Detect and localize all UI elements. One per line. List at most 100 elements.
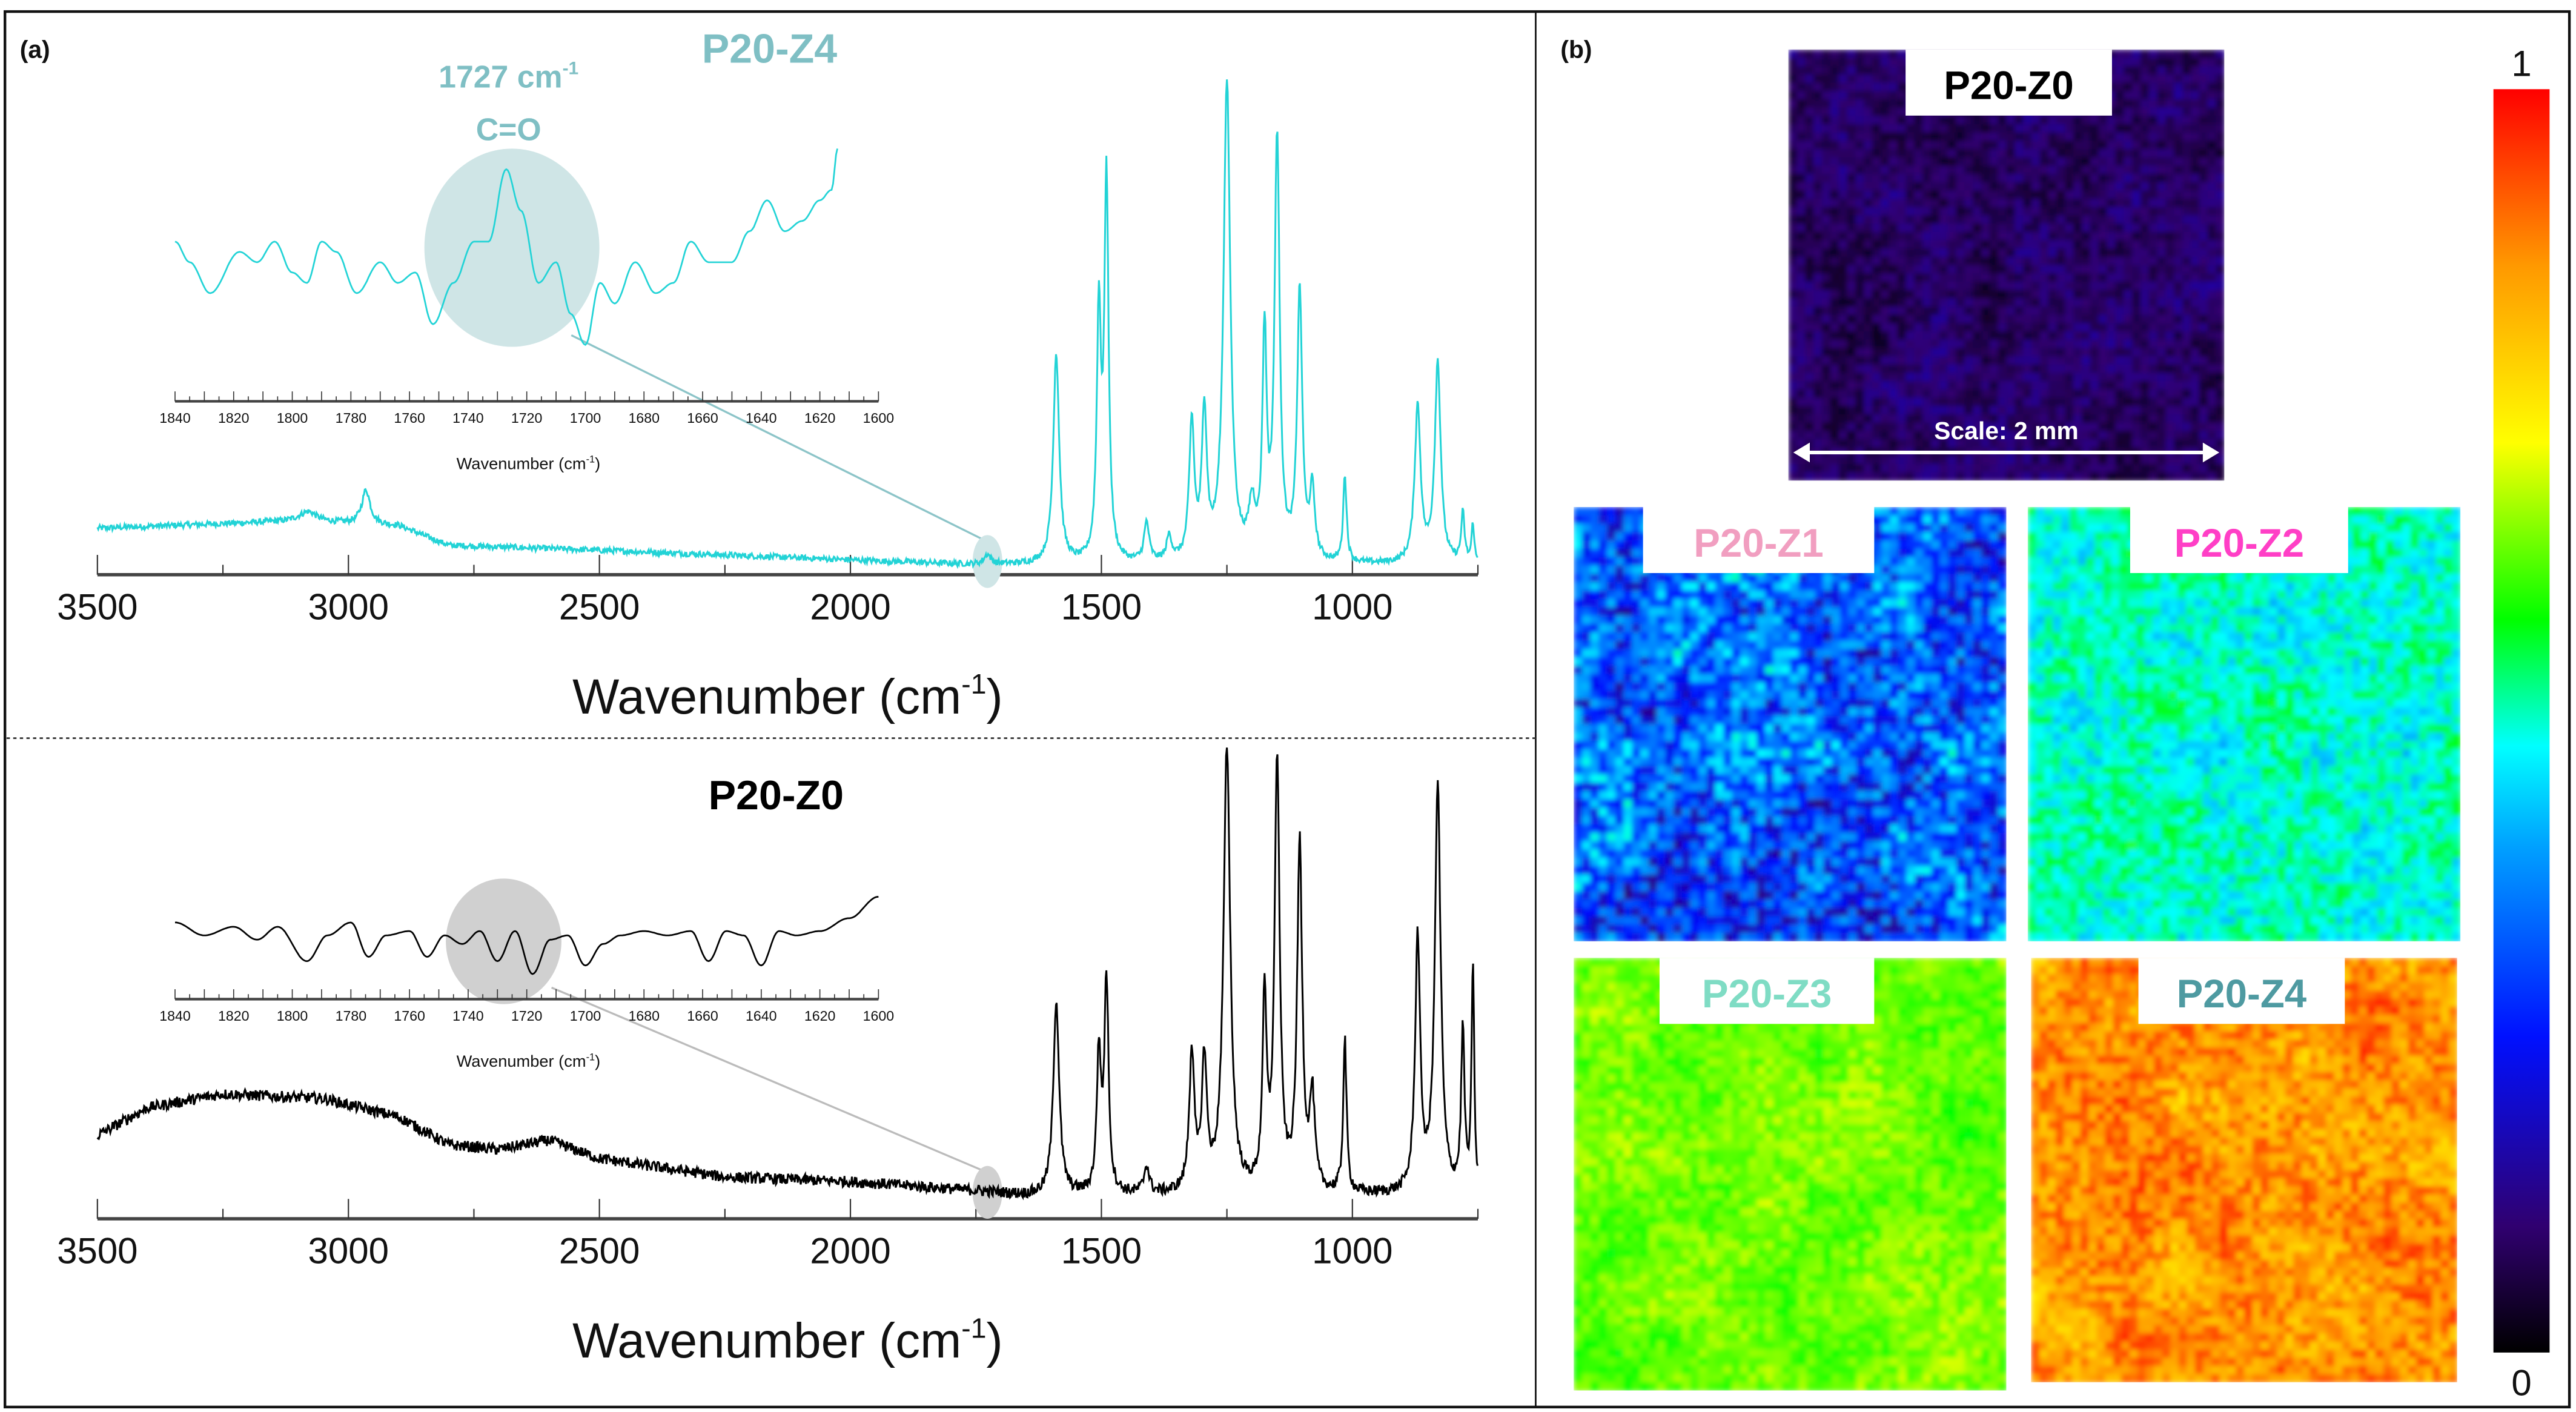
map-pixel (2081, 248, 2091, 258)
map-pixel (2039, 381, 2050, 391)
map-pixel (1856, 598, 1866, 609)
map-pixel (1914, 207, 1924, 217)
map-pixel (1890, 557, 1899, 567)
map-pixel (2023, 314, 2033, 325)
map-pixel (1823, 691, 1833, 700)
map-pixel (1740, 632, 1750, 642)
p20-z0-inset-highlight (446, 878, 561, 1004)
map-pixel (1732, 757, 1741, 767)
map-pixel (1815, 757, 1824, 767)
map-pixel (1881, 607, 1891, 617)
map-pixel (2006, 456, 2016, 465)
map-pixel (1723, 657, 1733, 667)
map-pixel (1715, 799, 1725, 809)
map-pixel (1821, 307, 1832, 316)
map-pixel (1607, 816, 1617, 826)
map-pixel (1623, 799, 1633, 809)
map-pixel (2216, 339, 2225, 350)
map-pixel (1989, 649, 1999, 658)
map-pixel (2015, 298, 2024, 308)
map-pixel (2107, 348, 2117, 357)
map-pixel (2165, 298, 2175, 308)
map-pixel (2090, 439, 2100, 449)
map-pixel (1872, 99, 1882, 109)
map-pixel (1757, 582, 1766, 592)
map-pixel (2140, 74, 2150, 84)
map-pixel (1681, 574, 1692, 583)
map-pixel (1989, 339, 1999, 350)
map-pixel (2174, 182, 2184, 192)
map-pixel (1607, 515, 1617, 525)
map-pixel (1590, 665, 1600, 675)
map-pixel (1906, 406, 1915, 416)
map-pixel (1922, 463, 1932, 474)
map-pixel (1632, 749, 1641, 759)
map-pixel (1831, 682, 1841, 692)
map-pixel (1880, 190, 1890, 200)
map-pixel (1897, 132, 1907, 142)
map-pixel (1823, 632, 1833, 642)
map-pixel (1906, 707, 1916, 717)
map-pixel (1690, 682, 1700, 692)
map-pixel (1964, 149, 1974, 159)
map-pixel (1765, 640, 1775, 651)
map-pixel (1989, 190, 1999, 200)
map-pixel (1856, 741, 1866, 751)
map-pixel (1823, 824, 1833, 834)
map-pixel (2115, 165, 2125, 175)
map-pixel (1939, 665, 1949, 675)
map-pixel (1989, 699, 1999, 709)
carbonyl-annotation-sup: -1 (563, 59, 579, 79)
map-pixel (1790, 732, 1800, 742)
map-pixel (1765, 699, 1775, 709)
map-pixel (1748, 582, 1758, 592)
map-pixel (2157, 116, 2167, 125)
map-pixel (2023, 307, 2033, 316)
map-pixel (1673, 774, 1683, 784)
map-pixel (1615, 540, 1625, 550)
map-pixel (2174, 82, 2184, 92)
map-pixel (1998, 157, 2008, 167)
map-pixel (1788, 116, 1798, 125)
map-pixel (1973, 640, 1982, 651)
map-pixel (1855, 82, 1865, 92)
map-pixel (1956, 307, 1965, 316)
map-pixel (1830, 273, 1840, 283)
map-pixel (1956, 582, 1966, 592)
map-pixel (1813, 182, 1823, 192)
map-pixel (1897, 248, 1907, 258)
map-pixel (1623, 807, 1633, 817)
map-pixel (1623, 640, 1633, 651)
map-pixel (1590, 824, 1600, 834)
map-pixel (1623, 532, 1633, 542)
map-pixel (1806, 674, 1816, 684)
map-pixel (1914, 406, 1924, 416)
map-pixel (1838, 199, 1849, 208)
map-pixel (2216, 240, 2225, 250)
map-pixel (1998, 199, 2008, 208)
map-pixel (1956, 557, 1966, 567)
map-pixel (1906, 207, 1915, 217)
map-pixel (1648, 807, 1658, 817)
map-pixel (2182, 199, 2192, 208)
map-pixel (1607, 824, 1617, 834)
map-pixel (2124, 49, 2133, 59)
map-pixel (1873, 724, 1883, 734)
map-pixel (2015, 290, 2024, 299)
map-pixel (1914, 281, 1924, 291)
map-pixel (2207, 141, 2217, 150)
map-pixel (1989, 472, 1999, 481)
map-pixel (1897, 58, 1907, 67)
map-pixel (2048, 348, 2058, 357)
map-pixel (1788, 273, 1798, 283)
map-pixel (1872, 406, 1882, 416)
map-pixel (1607, 749, 1617, 759)
map-pixel (1922, 281, 1932, 291)
map-pixel (1848, 774, 1858, 784)
map-pixel (2090, 199, 2100, 208)
map-pixel (2023, 149, 2033, 159)
map-pixel (1581, 624, 1592, 634)
map-pixel (1981, 523, 1991, 534)
map-pixel (1574, 574, 1583, 583)
map-pixel (1881, 816, 1891, 826)
